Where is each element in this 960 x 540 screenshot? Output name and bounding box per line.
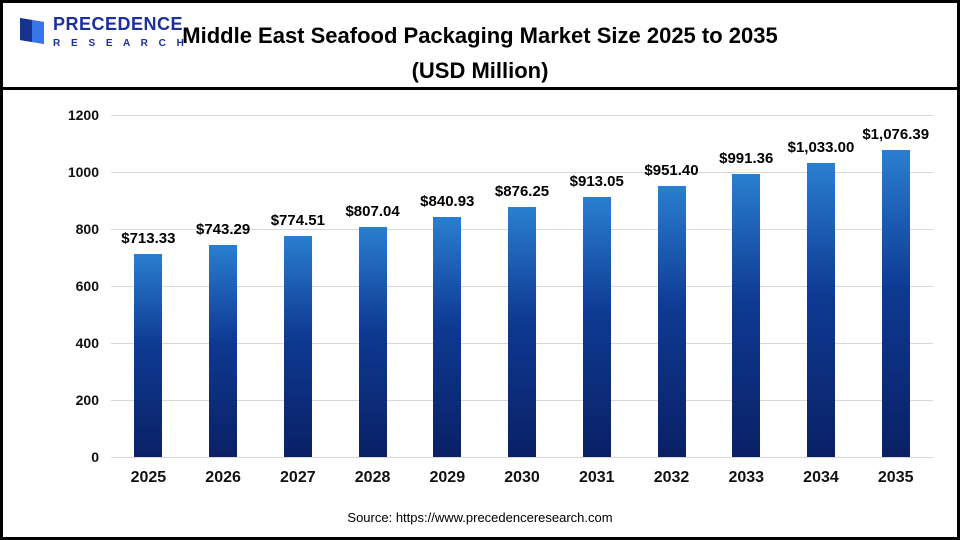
gridline-0 (111, 457, 933, 458)
bar-value-label-2027: $774.51 (270, 212, 325, 230)
bars-row: $713.33 $743.29 $774.51 $807.04 $840.93 $876.… (111, 115, 933, 457)
x-tick-label-2029: 2029 (429, 469, 466, 486)
y-tick-label-1000: 1000 (67, 164, 99, 180)
x-tick-label-2028: 2028 (354, 469, 391, 486)
bar-value-label-2025: $713.33 (121, 229, 176, 247)
y-tick-label-800: 800 (75, 221, 99, 237)
y-tick-label-200: 200 (75, 392, 99, 408)
bar-2030 (508, 207, 537, 457)
bar-group-2027: $774.51 (260, 115, 335, 457)
bar-group-2030: $876.25 (485, 115, 560, 457)
header: PRECEDENCE R E S E A R C H Middle East S… (3, 3, 957, 90)
bar-group-2032: $951.40 (634, 115, 709, 457)
logo-book-icon (17, 15, 47, 47)
x-tick-label-2027: 2027 (280, 469, 316, 486)
x-tick-label-2030: 2030 (504, 469, 540, 486)
y-tick-label-400: 400 (75, 335, 99, 351)
bar-group-2033: $991.36 (709, 115, 784, 457)
bar-2029 (433, 217, 462, 457)
bar-value-label-2031: $913.05 (569, 172, 624, 190)
bar-2031 (582, 196, 611, 457)
chart-title: Middle East Seafood Packaging Market Siz… (3, 3, 957, 88)
logo-subname: R E S E A R C H (53, 37, 188, 49)
bar-2026 (209, 245, 238, 457)
y-tick-label-1200: 1200 (67, 107, 99, 123)
x-tick-label-2034: 2034 (803, 469, 839, 486)
bar-value-label-2032: $951.40 (644, 161, 699, 179)
bar-value-label-2028: $807.04 (345, 203, 400, 220)
bar-group-2034: $1,033.00 (784, 115, 859, 457)
bar-2027 (283, 236, 312, 457)
x-axis: 2025 2026 2027 2028 2029 2030 2031 2032 2033 2034… (111, 469, 933, 487)
title-line-2: (USD Million) (411, 58, 549, 84)
bar-value-label-2033: $991.36 (719, 150, 774, 168)
gridline-1000 (111, 172, 933, 173)
bar-value-label-2034: $1,033.00 (787, 138, 855, 156)
bar-group-2035: $1,076.39 (858, 115, 933, 457)
x-tick-label-2033: 2033 (728, 469, 765, 486)
bar-2033 (732, 174, 761, 457)
title-line-1: Middle East Seafood Packaging Market Siz… (182, 23, 778, 48)
x-tick-label-2031: 2031 (578, 469, 615, 486)
y-axis: 0 200 400 600 800 1000 1200 (3, 107, 99, 465)
plot-area: $713.33 $743.29 $774.51 $807.04 $840.93 $876.… (111, 115, 933, 458)
x-tick-label-2032: 2032 (653, 469, 690, 486)
bar-group-2029: $840.93 (410, 115, 485, 457)
x-tick-label-2035: 2035 (877, 469, 914, 486)
bar-2035 (881, 150, 910, 457)
bar-group-2028: $807.04 (335, 115, 410, 457)
logo-name: PRECEDENCE (53, 14, 184, 34)
source-text: Source: https://www.precedenceresearch.c… (347, 510, 613, 525)
bar-group-2031: $913.05 (559, 115, 634, 457)
y-tick-label-0: 0 (91, 449, 99, 465)
bar-2028 (358, 227, 387, 457)
bar-value-label-2035: $1,076.39 (862, 126, 930, 144)
bar-2025 (134, 253, 163, 457)
bar-value-label-2029: $840.93 (420, 193, 475, 211)
bar-2034 (806, 162, 835, 457)
logo: PRECEDENCE R E S E A R C H (17, 14, 188, 49)
gridline-1200 (111, 115, 933, 116)
bar-group-2026: $743.29 (186, 115, 261, 457)
x-tick-label-2025: 2025 (130, 469, 167, 486)
bar-value-label-2030: $876.25 (494, 183, 550, 201)
bar-2032 (657, 185, 686, 457)
bar-value-label-2026: $743.29 (195, 221, 251, 239)
x-tick-label-2026: 2026 (205, 469, 241, 486)
bar-group-2025: $713.33 (111, 115, 186, 457)
y-tick-label-600: 600 (75, 278, 99, 294)
